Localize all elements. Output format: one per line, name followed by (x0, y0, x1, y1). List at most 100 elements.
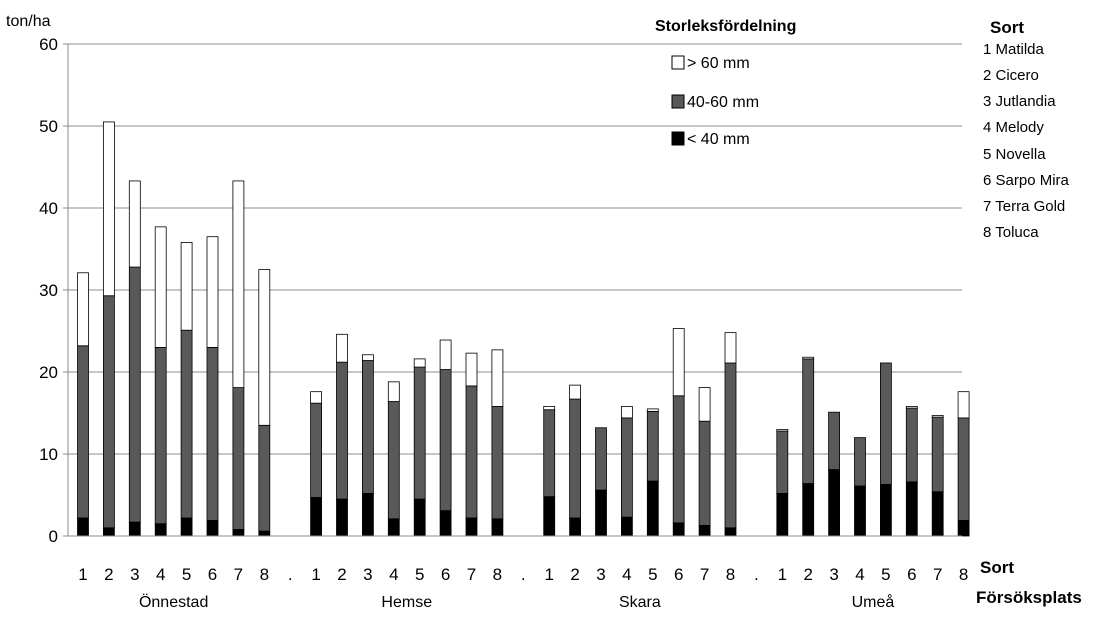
bar-4-1-mid (776, 430, 789, 494)
sort-legend-item-4: 4 Melody (983, 119, 1044, 136)
bar-3-8-small (724, 527, 737, 537)
bar-1-6-small (206, 520, 219, 537)
bar-1-7-small (232, 529, 245, 537)
bar-1-5-mid (180, 329, 193, 519)
bar-1-4-large (154, 226, 167, 348)
bar-4-8-small (957, 520, 970, 537)
bar-2-4-mid (387, 401, 400, 520)
group-label-4: Umeå (852, 593, 895, 611)
gridlines (68, 43, 962, 455)
bar-4-7-large (931, 415, 944, 418)
bar-4-5-small (880, 483, 892, 537)
y-tick-label-40: 40 (39, 199, 58, 218)
bar-1-5-large (180, 242, 193, 331)
x-tick-label-4-5: 5 (881, 565, 890, 584)
bar-1-1-small (77, 517, 89, 537)
x-tick-label-3-5: 5 (648, 565, 657, 584)
bar-2-6-mid (439, 369, 452, 511)
bar-2-7-large (465, 352, 478, 387)
bar-4-1-small (776, 492, 789, 537)
x-tick-label-4-3: 3 (829, 565, 838, 584)
bar-3-2-small (569, 517, 581, 537)
bar-1-8-small (258, 530, 271, 537)
bar-2-3-large (361, 354, 374, 361)
bar-4-8-mid (957, 417, 970, 521)
bar-3-3-mid (595, 427, 607, 491)
bar-4-3-mid (828, 411, 840, 470)
x-tick-label-2-7: 7 (467, 565, 476, 584)
bar-3-4-mid (621, 417, 633, 518)
legend-entry-small: < 40 mm (687, 131, 750, 148)
bar-2-5-small (413, 498, 426, 537)
bar-1-8-mid (258, 424, 271, 532)
bar-2-8-large (491, 349, 504, 407)
x-axis-name-forsoksplats: Försöksplats (976, 588, 1082, 607)
bar-2-6-large (439, 339, 452, 370)
bar-1-6-mid (206, 346, 219, 521)
y-tick-label-10: 10 (39, 445, 58, 464)
x-separator-3: . (754, 565, 759, 584)
legend-swatch-small (671, 131, 685, 146)
bar-2-2-large (336, 333, 348, 363)
bar-1-4-small (154, 523, 167, 537)
bar-4-4-mid (854, 437, 866, 487)
x-tick-label-2-3: 3 (363, 565, 372, 584)
y-tick-label-30: 30 (39, 281, 58, 300)
bar-4-2-mid (802, 358, 815, 484)
x-tick-label-3-6: 6 (674, 565, 683, 584)
y-tick-label-0: 0 (49, 527, 58, 546)
bar-3-4-large (621, 406, 633, 419)
bar-4-6-large (905, 406, 918, 409)
bar-3-7-large (698, 387, 711, 422)
x-separator-2: . (521, 565, 526, 584)
bar-1-6-large (206, 236, 219, 348)
bar-2-7-small (465, 517, 478, 537)
bar-1-2-small (103, 527, 115, 537)
bar-2-3-small (361, 492, 374, 537)
bar-3-2-large (569, 384, 581, 400)
bar-2-4-large (387, 381, 400, 402)
group-label-3: Skara (619, 594, 661, 611)
bar-2-3-mid (361, 360, 374, 494)
x-tick-label-3-4: 4 (622, 565, 631, 584)
bar-3-5-mid (646, 410, 659, 482)
y-tick-label-50: 50 (39, 117, 58, 136)
bar-2-4-small (387, 518, 400, 537)
sort-legend-title: Sort (990, 18, 1024, 37)
x-tick-label-3-1: 1 (544, 565, 553, 584)
bar-4-6-small (905, 481, 918, 537)
bar-3-4-small (621, 516, 633, 537)
x-tick-label-2-4: 4 (389, 565, 398, 584)
x-tick-label-1-7: 7 (234, 565, 243, 584)
bar-3-8-mid (724, 362, 737, 529)
x-tick-label-2-5: 5 (415, 565, 424, 584)
bar-2-1-large (310, 391, 323, 404)
bar-3-8-large (724, 332, 737, 364)
x-tick-label-1-4: 4 (156, 565, 165, 584)
bar-2-5-large (413, 358, 426, 368)
bar-3-6-large (672, 328, 685, 397)
x-tick-label-2-6: 6 (441, 565, 450, 584)
bar-3-6-small (672, 522, 685, 537)
x-tick-label-4-2: 2 (803, 565, 812, 584)
bar-4-8-large (957, 391, 970, 419)
bar-1-7-mid (232, 387, 245, 530)
legend-entry-mid: 40-60 mm (687, 94, 759, 111)
bar-4-4-small (854, 485, 866, 537)
sort-legend-item-2: 2 Cicero (983, 67, 1039, 84)
bar-4-3-small (828, 469, 840, 537)
bar-3-7-small (698, 524, 711, 537)
sort-legend-item-1: 1 Matilda (983, 41, 1045, 58)
sort-legend-item-3: 3 Jutlandia (983, 93, 1056, 110)
bar-2-1-mid (310, 402, 323, 498)
x-tick-label-2-8: 8 (493, 565, 502, 584)
bar-3-7-mid (698, 420, 711, 526)
bar-2-8-small (491, 518, 504, 537)
y-tick-label-20: 20 (39, 363, 58, 382)
legend-title: Storleksfördelning (655, 18, 796, 35)
bar-3-1-small (543, 496, 556, 537)
x-tick-label-4-4: 4 (855, 565, 864, 584)
bar-1-4-mid (154, 346, 167, 525)
